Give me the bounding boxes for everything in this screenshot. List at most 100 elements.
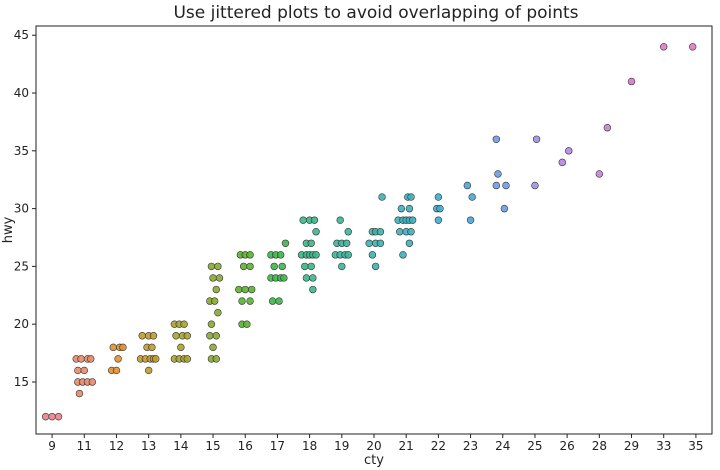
data-point [688, 43, 697, 51]
data-point [149, 332, 158, 340]
data-point [407, 193, 415, 201]
data-point [180, 320, 188, 328]
data-point [278, 262, 286, 271]
data-point [376, 239, 385, 247]
data-point [183, 355, 191, 363]
data-point [376, 228, 385, 236]
data-point [378, 193, 386, 201]
data-point [77, 355, 85, 363]
x-tick-label: 15 [205, 439, 220, 453]
y-axis-label: hwy [1, 216, 16, 243]
y-axis: 15 20 25 30 35 40 45 [14, 28, 36, 389]
x-tick-label: 18 [302, 439, 317, 453]
data-point [660, 43, 668, 51]
data-point [212, 285, 220, 294]
x-tick-label: 12 [109, 439, 124, 453]
x-tick-label: 23 [463, 439, 478, 453]
data-point [338, 262, 346, 271]
data-point [276, 251, 285, 259]
data-point [344, 228, 352, 236]
data-point [531, 181, 539, 190]
data-point [371, 262, 380, 271]
y-tick-label: 20 [14, 317, 29, 331]
data-points [41, 43, 697, 421]
data-point [207, 262, 216, 271]
x-axis-label: cty [364, 453, 384, 468]
data-point [532, 135, 541, 143]
data-point [88, 378, 97, 386]
data-point [434, 216, 443, 224]
x-tick-label: 22 [431, 439, 446, 453]
data-point [280, 274, 288, 282]
data-point [209, 274, 217, 282]
y-tick-label: 30 [14, 202, 29, 216]
data-point [214, 262, 222, 271]
data-point [238, 297, 246, 305]
x-tick-label: 17 [270, 439, 285, 453]
data-point [408, 216, 417, 224]
data-point [41, 412, 50, 421]
x-tick-label: 14 [173, 439, 188, 453]
data-point [80, 366, 88, 375]
data-point [246, 297, 254, 305]
x-tick-label: 11 [77, 439, 92, 453]
data-point [595, 170, 604, 178]
data-point [172, 332, 180, 340]
data-point [144, 366, 153, 375]
data-point [434, 193, 443, 201]
data-point [565, 147, 573, 155]
data-point [281, 239, 290, 247]
data-point [268, 297, 277, 305]
data-point [344, 251, 352, 259]
data-point [309, 285, 317, 294]
x-tick-label: 20 [366, 439, 381, 453]
data-point [212, 355, 220, 363]
x-tick-label: 25 [527, 439, 542, 453]
data-point [246, 251, 254, 259]
data-point [463, 181, 472, 190]
data-point [558, 158, 567, 167]
data-point [75, 389, 84, 398]
data-point [183, 332, 191, 340]
x-tick-label: 35 [688, 439, 703, 453]
data-point [405, 239, 414, 247]
data-point [502, 181, 510, 190]
y-tick-label: 35 [14, 144, 29, 158]
x-tick-label: 21 [399, 439, 414, 453]
data-point [407, 228, 415, 236]
data-point [307, 239, 315, 247]
data-point [603, 124, 612, 132]
y-tick-label: 45 [14, 28, 29, 42]
data-point [74, 366, 82, 375]
data-point [109, 343, 117, 352]
data-point [210, 297, 219, 305]
data-point [494, 170, 502, 178]
data-point [48, 412, 56, 421]
data-point [243, 320, 251, 328]
data-point [235, 285, 243, 294]
data-point [214, 308, 222, 317]
y-tick-label: 40 [14, 86, 29, 100]
data-point [397, 204, 406, 213]
x-tick-label: 29 [624, 439, 639, 453]
data-point [468, 193, 476, 201]
data-point [112, 366, 121, 375]
x-tick-label: 24 [495, 439, 510, 453]
data-point [342, 239, 351, 247]
data-point [312, 251, 320, 259]
data-point [399, 251, 407, 259]
x-tick-label: 9 [48, 439, 56, 453]
data-point [275, 297, 283, 305]
data-point [87, 355, 95, 363]
data-point [247, 285, 256, 294]
data-point [270, 262, 278, 271]
data-point [627, 77, 636, 86]
data-point [307, 262, 315, 271]
x-tick-label: 19 [334, 439, 349, 453]
data-point [492, 135, 501, 143]
data-point [177, 343, 185, 352]
data-point [114, 355, 122, 363]
data-point [138, 332, 146, 340]
data-point [301, 262, 309, 271]
data-point [365, 239, 373, 247]
